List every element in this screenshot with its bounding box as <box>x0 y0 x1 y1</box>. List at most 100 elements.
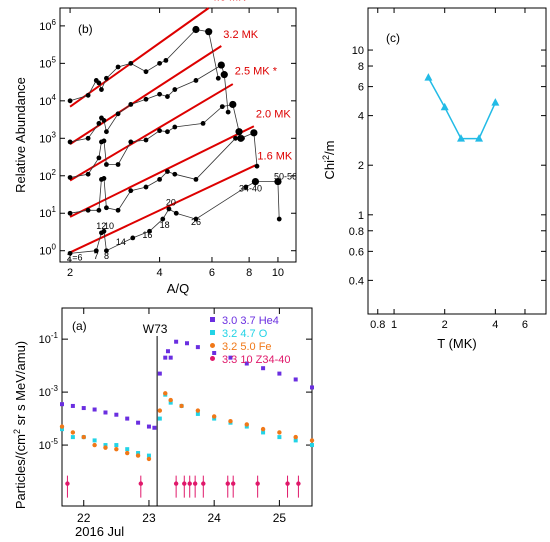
panel-b-series-label: 1.6 MK <box>257 150 293 162</box>
panel-a-data-point <box>168 400 173 405</box>
panel-c-y-axis-title: Chi2/m <box>321 141 337 180</box>
panel-c-x-tick-label: 6 <box>522 319 528 331</box>
panel-a-data-point <box>195 408 201 413</box>
panel-b-element-label: 18 <box>160 220 170 230</box>
panel-b-frame <box>59 7 297 263</box>
panel-c-y-tick-label: 10 <box>352 45 364 57</box>
panel-b-data-point <box>193 78 199 83</box>
panel-b-abundance-plot: (b) A/Q Relative Abundance 2 4 6 8 10 100 101 1… <box>13 0 297 296</box>
panel-b-data-point <box>165 94 170 99</box>
panel-c-data-point <box>491 98 500 106</box>
panel-b-data-point <box>250 129 258 137</box>
panel-a-data-point <box>138 481 144 486</box>
panel-a-data-point <box>125 447 130 452</box>
panel-a-data-point <box>157 408 163 413</box>
panel-b-data-point <box>229 100 237 109</box>
panel-a-data-point <box>225 481 230 486</box>
panel-b-y-tick-label: 101 <box>39 205 56 220</box>
panel-b-data-point <box>147 228 152 234</box>
panel-b-data-point <box>217 61 225 69</box>
panel-b-x-tick-label: 10 <box>272 267 284 279</box>
panel-a-legend-entry: 3.3 10 Z34-40 <box>222 354 291 366</box>
panel-c-data-point <box>475 134 484 142</box>
panel-b-element-label: 12 <box>96 221 106 231</box>
panel-a-data-point <box>92 442 97 448</box>
panel-b-data-point <box>67 139 73 145</box>
panel-a-legend-entry: 3.2 5.0 Fe <box>222 341 272 353</box>
panel-b-data-point <box>172 124 178 130</box>
panel-b-fit-line <box>69 164 256 254</box>
panel-a-data-point <box>60 427 64 432</box>
panel-b-element-label: 50-56 <box>274 171 297 181</box>
panel-a-data-point <box>293 377 298 382</box>
panel-c-series-line <box>427 77 497 140</box>
panel-b-data-point <box>172 171 178 177</box>
panel-b-data-point <box>128 60 134 66</box>
panel-a-legend-entry: 3.0 3.7 He4 <box>222 315 279 327</box>
panel-a-y-axis-title-prefix: Particles/(cm <box>13 434 28 509</box>
panel-c-y-tick-label: 1 <box>358 210 364 222</box>
panel-b-data-point <box>67 250 73 256</box>
panel-b-data-point <box>85 207 91 213</box>
panel-c-x-tick-label: 1 <box>391 319 397 331</box>
panel-c-x-tick-label: 4 <box>492 319 498 331</box>
panel-b-label: (b) <box>78 22 93 36</box>
panel-b-data-point <box>104 248 109 254</box>
panel-a-data-point <box>157 371 162 376</box>
panel-b-y-tick-label: 106 <box>39 18 56 33</box>
panel-a-data-point <box>163 355 168 360</box>
panel-b-data-point <box>96 207 102 213</box>
panel-b-data-point <box>220 71 228 79</box>
panel-c-y-tick-label: 4 <box>358 111 364 123</box>
panel-b-data-point <box>143 184 149 190</box>
panel-a-data-point <box>103 410 108 415</box>
panel-a-data-point <box>136 451 141 456</box>
panel-b-series-line <box>70 104 243 178</box>
panel-b-data-point <box>143 96 149 102</box>
panel-b-data-point <box>67 210 73 216</box>
panel-b-data-point <box>96 120 102 126</box>
panel-b-data-point <box>157 128 162 134</box>
panel-a-data-point <box>146 453 151 458</box>
panel-b-element-label: 34-40 <box>239 184 262 194</box>
panel-a-data-point <box>65 481 70 486</box>
panel-a-data-point <box>157 416 162 421</box>
panel-b-element-label: 26 <box>191 217 201 227</box>
panel-b-data-point <box>172 87 178 92</box>
panel-b-fit-line <box>69 125 255 218</box>
panel-b-y-tick-label: 102 <box>39 168 56 183</box>
panel-a-data-point <box>293 434 298 440</box>
panel-b-data-point <box>96 80 102 86</box>
panel-c-y-tick-label: 8 <box>358 61 364 73</box>
panel-b-data-point <box>104 75 109 81</box>
panel-a-data-point <box>244 361 249 366</box>
panel-a-data-point <box>70 403 75 408</box>
panel-b-data-point <box>115 207 121 213</box>
panel-b-y-tick-label: 104 <box>39 93 56 108</box>
panel-b-data-point <box>104 162 109 167</box>
panel-b-data-point <box>101 138 107 144</box>
panel-c-data-point <box>424 73 433 81</box>
panel-a-data-point <box>310 443 314 448</box>
panel-a-data-point <box>92 407 97 412</box>
panel-a-x-tick-label: 24 <box>207 511 221 525</box>
panel-a-data-point <box>59 424 65 429</box>
panel-b-data-point <box>67 98 73 104</box>
panel-b-data-point <box>104 205 109 211</box>
panel-a-data-point <box>309 438 315 443</box>
panel-a-y-tick-label: 10-3 <box>39 384 59 399</box>
panel-c-y-tick-label: 2 <box>358 160 364 172</box>
panel-b-x-tick-label: 8 <box>246 267 252 279</box>
panel-b-data-point <box>143 137 149 143</box>
panel-a-frame <box>61 307 313 507</box>
panel-b-y-tick-label: 105 <box>39 55 56 70</box>
panel-a-data-point <box>70 435 75 440</box>
panel-a-data-point <box>81 406 86 411</box>
panel-a-data-point <box>168 397 173 403</box>
panel-b-data-point <box>99 87 104 92</box>
panel-a-data-point <box>185 341 189 346</box>
panel-a-data-point <box>293 438 298 443</box>
panel-c-data-point <box>440 102 449 111</box>
panel-b-data-point <box>251 177 260 186</box>
panel-b-data-point <box>274 177 282 186</box>
